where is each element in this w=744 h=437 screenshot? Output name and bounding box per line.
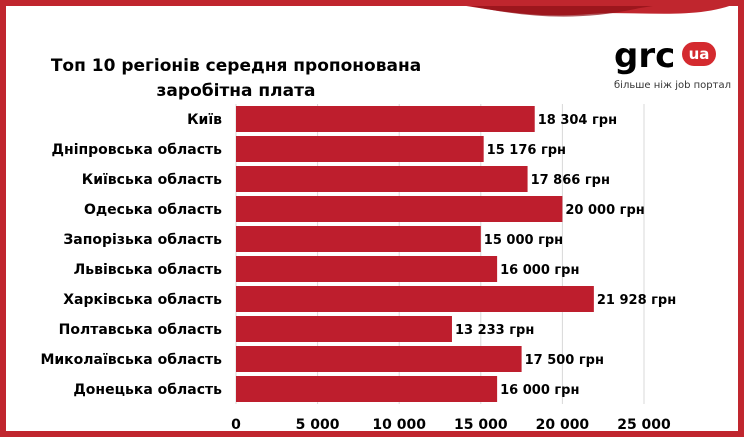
category-label: Донецька область (73, 382, 222, 398)
value-label: 20 000 грн (565, 203, 644, 218)
category-label: Одеська область (84, 202, 222, 218)
value-label: 16 000 грн (500, 263, 579, 278)
value-label: 16 000 грн (500, 383, 579, 398)
category-label: Київська область (82, 172, 222, 188)
bar (236, 256, 498, 282)
x-tick-label: 20 000 (536, 417, 590, 433)
bar (236, 376, 498, 402)
category-label: Харківська область (63, 292, 222, 308)
value-label: 13 233 грн (455, 323, 534, 338)
category-label: Миколаївська область (40, 352, 222, 368)
value-label: 17 500 грн (525, 353, 604, 368)
bar (236, 166, 528, 192)
bar (236, 136, 484, 162)
grc-logo: grc ua більше ніж job портал (614, 36, 731, 96)
category-label: Полтавська область (59, 322, 222, 338)
value-label: 15 000 грн (484, 233, 563, 248)
bar (236, 316, 452, 342)
logo-ua-badge: ua (682, 42, 716, 66)
category-label: Дніпровська область (52, 142, 223, 158)
category-labels: Київ Дніпровська область Київська область О… (40, 112, 222, 398)
bars (236, 106, 594, 402)
x-tick-label: 5 000 (296, 417, 340, 433)
x-tick-label: 0 (231, 417, 241, 433)
bar (236, 196, 563, 222)
value-label: 15 176 грн (487, 143, 566, 158)
bar (236, 106, 535, 132)
category-label: Запорізька область (63, 232, 222, 248)
logo-wordmark: grc (614, 36, 676, 76)
x-tick-label: 15 000 (454, 417, 508, 433)
value-labels: 18 304 грн 15 176 грн 17 866 грн 20 000 грн… (455, 113, 676, 398)
value-label: 18 304 грн (538, 113, 617, 128)
x-tick-label: 25 000 (617, 417, 671, 433)
x-axis-tick-labels: 0 5 000 10 000 15 000 20 000 25 000 (231, 417, 671, 433)
bar (236, 286, 594, 312)
bar (236, 226, 481, 252)
value-label: 21 928 грн (597, 293, 676, 308)
logo-tagline: більше ніж job портал (614, 80, 731, 91)
category-label: Львівська область (74, 262, 222, 278)
chart-title: Топ 10 регіонів середня пропонована заро… (50, 56, 422, 101)
value-label: 17 866 грн (531, 173, 610, 188)
category-label: Київ (187, 112, 222, 128)
x-tick-label: 10 000 (372, 417, 426, 433)
bar (236, 346, 522, 372)
